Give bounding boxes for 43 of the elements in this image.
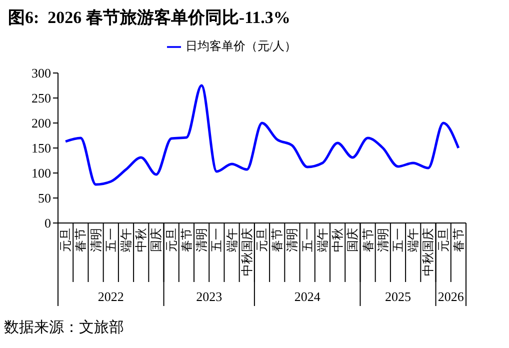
x-tick-label: 清明 bbox=[194, 228, 209, 252]
x-tick-label: 春节 bbox=[74, 228, 88, 252]
x-tick-label: 中秋 bbox=[330, 228, 345, 252]
x-tick-label: 五一 bbox=[210, 228, 224, 252]
x-tick-label: 端午 bbox=[224, 228, 239, 252]
x-tick-label: 中秋国庆 bbox=[240, 228, 254, 276]
source-note: 数据来源：文旅部 bbox=[4, 318, 124, 337]
x-tick-label: 五一 bbox=[104, 228, 118, 252]
x-tick-label: 端午 bbox=[119, 228, 133, 252]
x-tick-label: 中秋 bbox=[134, 228, 148, 252]
x-tick-label: 春节 bbox=[451, 228, 466, 252]
y-tick-label: 200 bbox=[32, 116, 51, 131]
x-tick-label: 元旦 bbox=[255, 228, 269, 252]
x-tick-label: 清明 bbox=[88, 228, 103, 252]
x-tick-label: 端午 bbox=[406, 228, 420, 252]
text: 2026 bbox=[438, 289, 464, 304]
y-tick-label: 300 bbox=[32, 66, 51, 81]
y-tick-label: 150 bbox=[32, 140, 51, 156]
x-tick-label: 春节 bbox=[360, 228, 375, 252]
x-tick-label: 国庆 bbox=[149, 228, 164, 252]
text: 2022 bbox=[98, 289, 124, 304]
text: 2023 bbox=[196, 289, 222, 304]
x-tick-label: 春节 bbox=[179, 228, 194, 252]
y-tick-label: 250 bbox=[32, 90, 51, 106]
x-tick-label: 五一 bbox=[300, 228, 314, 252]
x-tick-label: 端午 bbox=[315, 228, 330, 252]
x-tick-label: 元旦 bbox=[164, 228, 178, 252]
y-tick-label: 100 bbox=[32, 166, 51, 181]
x-tick-label: 五一 bbox=[391, 228, 405, 252]
x-tick-label: 元旦 bbox=[436, 228, 450, 252]
text: 2025 bbox=[385, 289, 411, 304]
x-tick-label: 清明 bbox=[376, 228, 390, 252]
x-tick-label: 清明 bbox=[285, 228, 300, 252]
text: 2024 bbox=[294, 289, 321, 304]
y-tick-label: 0 bbox=[44, 216, 51, 231]
legend-label: 日均客单价（元/人） bbox=[185, 39, 297, 53]
x-tick-label: 中秋国庆 bbox=[421, 228, 436, 276]
x-tick-label: 元旦 bbox=[58, 228, 73, 252]
x-tick-label: 春节 bbox=[270, 228, 284, 252]
x-tick-label: 国庆 bbox=[346, 228, 360, 252]
chart-title: 图6: 2026 春节旅游客单价同比-11.3% bbox=[8, 7, 290, 29]
line-series bbox=[64, 84, 460, 186]
y-tick-label: 50 bbox=[38, 190, 51, 206]
